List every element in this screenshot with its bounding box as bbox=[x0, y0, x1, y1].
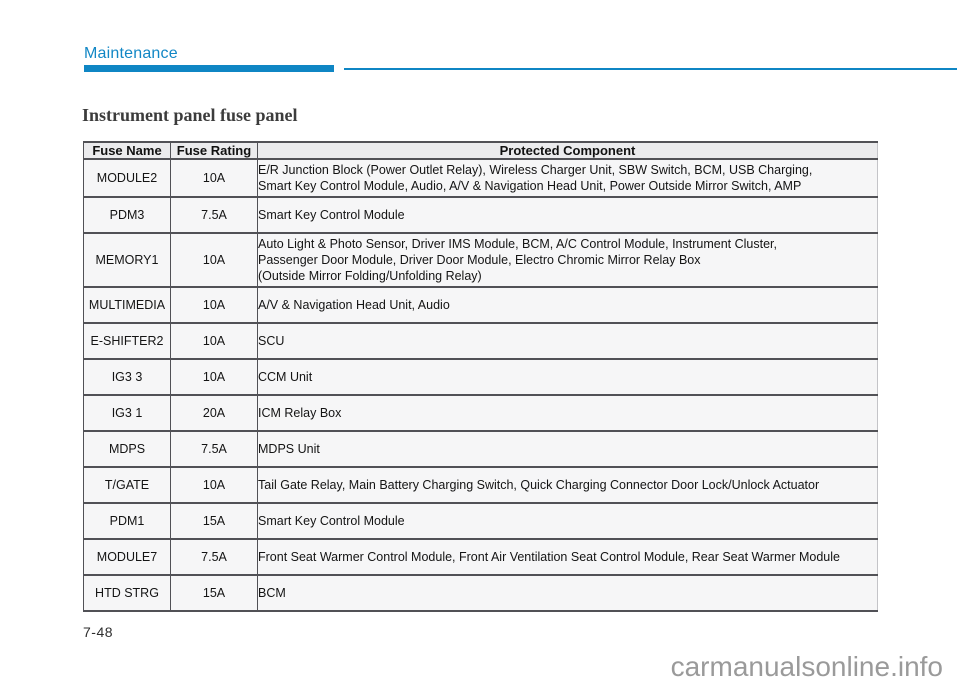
table-row: PDM3 7.5A Smart Key Control Module bbox=[83, 197, 878, 234]
fuse-rating-cell: 10A bbox=[170, 159, 258, 198]
section-underline-rule bbox=[344, 68, 957, 70]
protected-component-cell: BCM bbox=[257, 575, 878, 612]
protected-component-cell: ICM Relay Box bbox=[257, 395, 878, 432]
fuse-name-cell: IG3 1 bbox=[83, 395, 171, 432]
section-underline-bar bbox=[84, 65, 334, 72]
fuse-rating-cell: 7.5A bbox=[170, 431, 258, 468]
page-number: 7-48 bbox=[83, 624, 114, 640]
protected-component-cell: SCU bbox=[257, 323, 878, 360]
fuse-rating-cell: 7.5A bbox=[170, 197, 258, 234]
section-label: Maintenance bbox=[84, 45, 178, 62]
fuse-name-cell: HTD STRG bbox=[83, 575, 171, 612]
fuse-rating-cell: 10A bbox=[170, 467, 258, 504]
fuse-rating-cell: 10A bbox=[170, 287, 258, 324]
fuse-rating-cell: 10A bbox=[170, 323, 258, 360]
table-row: MODULE2 10A E/R Junction Block (Power Ou… bbox=[83, 159, 878, 198]
column-header-fuse-name: Fuse Name bbox=[83, 142, 171, 160]
table-row: IG3 3 10A CCM Unit bbox=[83, 359, 878, 396]
fuse-name-cell: E-SHIFTER2 bbox=[83, 323, 171, 360]
table-row: MODULE7 7.5A Front Seat Warmer Control M… bbox=[83, 539, 878, 576]
watermark: carmanualsonline.info bbox=[670, 651, 943, 682]
fuse-rating-cell: 15A bbox=[170, 575, 258, 612]
fuse-rating-cell: 10A bbox=[170, 359, 258, 396]
table-row: E-SHIFTER2 10A SCU bbox=[83, 323, 878, 360]
column-header-protected-component: Protected Component bbox=[257, 142, 878, 160]
fuse-name-cell: T/GATE bbox=[83, 467, 171, 504]
fuse-rating-cell: 7.5A bbox=[170, 539, 258, 576]
fuse-rating-cell: 20A bbox=[170, 395, 258, 432]
table-row: IG3 1 20A ICM Relay Box bbox=[83, 395, 878, 432]
table-row: T/GATE 10A Tail Gate Relay, Main Battery… bbox=[83, 467, 878, 504]
table-row: MULTIMEDIA 10A A/V & Navigation Head Uni… bbox=[83, 287, 878, 324]
protected-component-cell: MDPS Unit bbox=[257, 431, 878, 468]
protected-component-cell: CCM Unit bbox=[257, 359, 878, 396]
table-row: HTD STRG 15A BCM bbox=[83, 575, 878, 612]
protected-component-cell: Smart Key Control Module bbox=[257, 197, 878, 234]
fuse-rating-cell: 10A bbox=[170, 233, 258, 288]
protected-component-cell: Auto Light & Photo Sensor, Driver IMS Mo… bbox=[257, 233, 878, 288]
protected-component-cell: Front Seat Warmer Control Module, Front … bbox=[257, 539, 878, 576]
fuse-name-cell: IG3 3 bbox=[83, 359, 171, 396]
fuse-name-cell: MEMORY1 bbox=[83, 233, 171, 288]
fuse-name-cell: MULTIMEDIA bbox=[83, 287, 171, 324]
fuse-name-cell: PDM3 bbox=[83, 197, 171, 234]
protected-component-cell: A/V & Navigation Head Unit, Audio bbox=[257, 287, 878, 324]
fuse-table: Fuse Name Fuse Rating Protected Componen… bbox=[83, 141, 878, 612]
table-row: MDPS 7.5A MDPS Unit bbox=[83, 431, 878, 468]
protected-component-cell: E/R Junction Block (Power Outlet Relay),… bbox=[257, 159, 878, 198]
fuse-name-cell: PDM1 bbox=[83, 503, 171, 540]
protected-component-cell: Tail Gate Relay, Main Battery Charging S… bbox=[257, 467, 878, 504]
fuse-name-cell: MODULE7 bbox=[83, 539, 171, 576]
column-header-fuse-rating: Fuse Rating bbox=[170, 142, 258, 160]
table-row: MEMORY1 10A Auto Light & Photo Sensor, D… bbox=[83, 233, 878, 288]
fuse-rating-cell: 15A bbox=[170, 503, 258, 540]
fuse-name-cell: MODULE2 bbox=[83, 159, 171, 198]
protected-component-cell: Smart Key Control Module bbox=[257, 503, 878, 540]
table-row: PDM1 15A Smart Key Control Module bbox=[83, 503, 878, 540]
fuse-name-cell: MDPS bbox=[83, 431, 171, 468]
page-title: Instrument panel fuse panel bbox=[82, 105, 298, 125]
table-header-row: Fuse Name Fuse Rating Protected Componen… bbox=[83, 142, 878, 160]
